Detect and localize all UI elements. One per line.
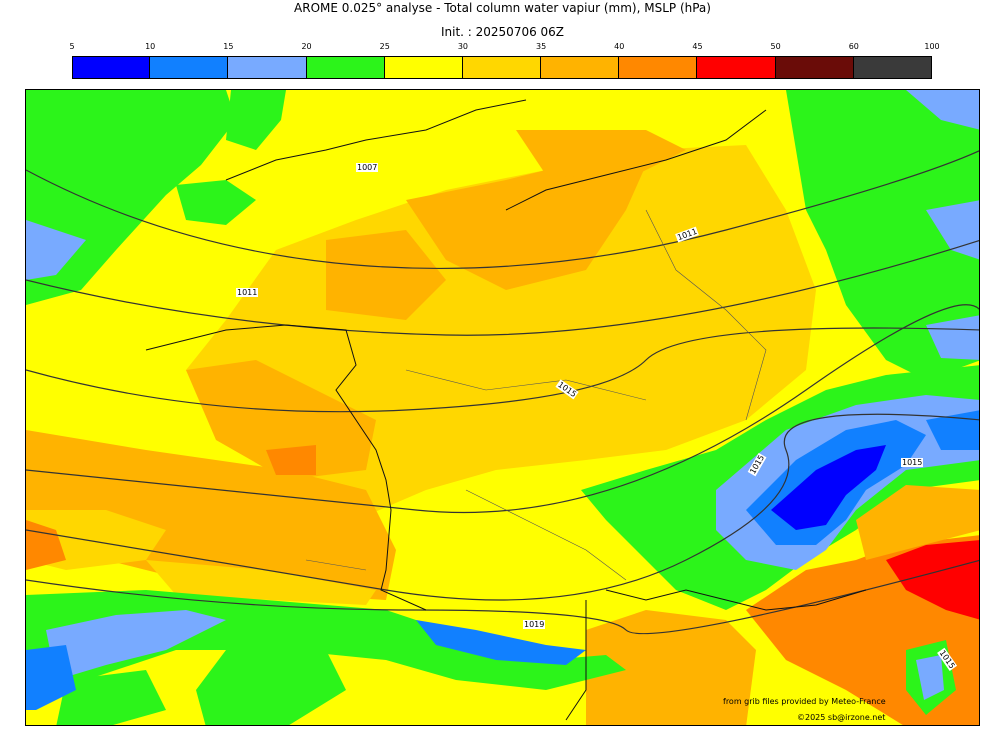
colorbar-swatch: [462, 56, 542, 79]
colorbar-tick-label: 45: [692, 42, 703, 51]
colorbar-tick-label: 20: [301, 42, 312, 51]
isobar-label: 1011: [236, 288, 259, 297]
colorbar-tick-label: 30: [457, 42, 468, 51]
colorbar-tick-label: 35: [535, 42, 547, 51]
colorbar-tick-label: 50: [770, 42, 781, 51]
isobar-label: 1007: [356, 163, 379, 172]
map-title: AROME 0.025° analyse - Total column wate…: [294, 1, 711, 15]
colorbar-tick-label: 25: [379, 42, 390, 51]
colorbar-swatch: [853, 56, 932, 79]
colorbar-tick-label: 5: [69, 42, 75, 51]
colorbar-swatch: [228, 56, 307, 79]
copyright-credit: ©2025 sb@irzone.net: [797, 713, 886, 722]
init-time: Init. : 20250706 06Z: [440, 25, 565, 39]
colorbar-swatch: [697, 56, 776, 79]
colorbar-swatch: [775, 56, 854, 79]
water-vapour-field: [26, 90, 979, 725]
colorbar-swatch: [72, 56, 151, 79]
colorbar-swatch: [384, 56, 463, 79]
weather-map: 1007 1011 1011 1015 1015 1015 1019 1015: [25, 89, 980, 726]
colorbar-swatch: [150, 56, 229, 79]
isobar-label: 1019: [523, 620, 546, 629]
colorbar-tick-label: 60: [848, 42, 859, 51]
colorbar-tick-label: 100: [924, 42, 940, 51]
data-source-credit: from grib files provided by Meteo-France: [723, 697, 886, 706]
colorbar-swatch: [619, 56, 698, 79]
colorbar-swatch: [541, 56, 620, 79]
colorbar-tick-label: 40: [614, 42, 625, 51]
isobar-label: 1015: [901, 458, 924, 467]
colorbar-tick-label: 10: [145, 42, 156, 51]
colorbar-tick-label: 15: [223, 42, 234, 51]
colorbar-swatch: [306, 56, 385, 79]
